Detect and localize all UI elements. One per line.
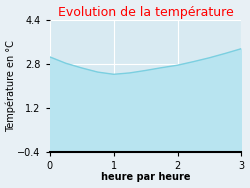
Y-axis label: Température en °C: Température en °C <box>6 40 16 132</box>
X-axis label: heure par heure: heure par heure <box>101 172 190 182</box>
Title: Evolution de la température: Evolution de la température <box>58 6 234 19</box>
